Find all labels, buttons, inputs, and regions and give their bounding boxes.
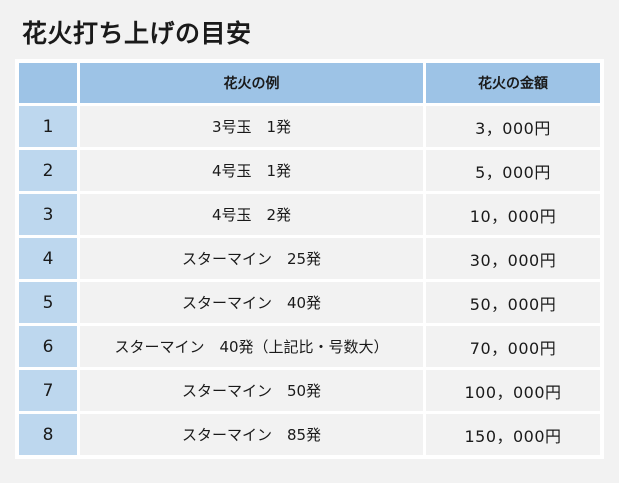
row-number: 4 [19,238,77,279]
row-example: スターマイン 85発 [80,414,423,455]
row-example: 4号玉 1発 [80,150,423,191]
row-number: 2 [19,150,77,191]
row-example: スターマイン 40発 [80,282,423,323]
row-price: 30，000円 [426,238,600,279]
table-row: 6 スターマイン 40発（上記比・号数大） 70，000円 [19,326,600,367]
row-example: スターマイン 40発（上記比・号数大） [80,326,423,367]
row-number: 8 [19,414,77,455]
page-title: 花火打ち上げの目安 [22,19,252,48]
row-number: 1 [19,106,77,147]
table-header: 花火の例 花火の金額 [19,63,600,103]
row-number: 6 [19,326,77,367]
fireworks-price-table: 花火の例 花火の金額 1 3号玉 1発 3，000円 2 4号玉 1発 5，00… [15,59,604,459]
table-row: 7 スターマイン 50発 100，000円 [19,370,600,411]
row-price: 10，000円 [426,194,600,235]
row-number: 3 [19,194,77,235]
header-example: 花火の例 [80,63,423,103]
row-number: 5 [19,282,77,323]
table-row: 2 4号玉 1発 5，000円 [19,150,600,191]
row-number: 7 [19,370,77,411]
header-number [19,63,77,103]
row-price: 150，000円 [426,414,600,455]
row-example: 3号玉 1発 [80,106,423,147]
row-example: スターマイン 50発 [80,370,423,411]
row-price: 70，000円 [426,326,600,367]
table-row: 4 スターマイン 25発 30，000円 [19,238,600,279]
row-example: 4号玉 2発 [80,194,423,235]
table-row: 3 4号玉 2発 10，000円 [19,194,600,235]
row-example: スターマイン 25発 [80,238,423,279]
row-price: 5，000円 [426,150,600,191]
table-body: 1 3号玉 1発 3，000円 2 4号玉 1発 5，000円 3 4号玉 2発… [19,106,600,455]
table-row: 5 スターマイン 40発 50，000円 [19,282,600,323]
row-price: 50，000円 [426,282,600,323]
table-row: 8 スターマイン 85発 150，000円 [19,414,600,455]
header-price: 花火の金額 [426,63,600,103]
row-price: 100，000円 [426,370,600,411]
header-row: 花火の例 花火の金額 [19,63,600,103]
table-row: 1 3号玉 1発 3，000円 [19,106,600,147]
row-price: 3，000円 [426,106,600,147]
